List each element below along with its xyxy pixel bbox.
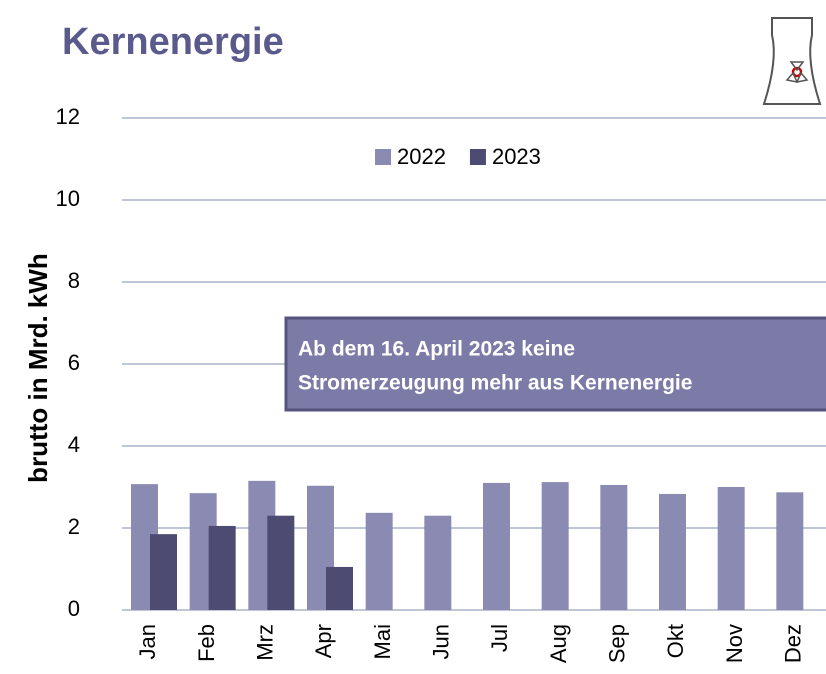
- x-tick-label: Jan: [135, 624, 160, 659]
- y-tick-label: 2: [68, 514, 80, 539]
- y-tick-label: 8: [68, 268, 80, 293]
- y-tick-label: 10: [56, 186, 80, 211]
- y-tick-label: 4: [68, 432, 80, 457]
- legend-swatch: [375, 149, 391, 165]
- bar: [326, 566, 353, 610]
- legend-label: 2022: [397, 144, 446, 169]
- bar: [541, 482, 569, 610]
- annotation-text: Stromerzeugung mehr aus Kernenergie: [298, 372, 692, 395]
- y-tick-label: 6: [68, 350, 80, 375]
- x-tick-label: Apr: [311, 624, 336, 658]
- bar: [424, 515, 452, 610]
- y-tick-label: 0: [68, 596, 80, 621]
- x-tick-label: Feb: [194, 624, 219, 662]
- bar: [776, 492, 804, 610]
- bar: [659, 493, 686, 610]
- x-tick-label: Aug: [546, 624, 571, 663]
- bar: [600, 484, 628, 610]
- bar: [267, 515, 295, 610]
- bar: [150, 534, 177, 610]
- x-tick-label: Jun: [428, 624, 453, 659]
- bar: [483, 482, 510, 610]
- x-tick-label: Nov: [722, 624, 747, 663]
- x-tick-label: Mai: [370, 624, 395, 659]
- bar: [365, 512, 393, 610]
- x-tick-label: Jul: [487, 624, 512, 652]
- annotation-box: [284, 316, 826, 412]
- annotation-text: Ab dem 16. April 2023 keine: [298, 338, 575, 361]
- y-axis-label: brutto in Mrd. kWh: [23, 253, 53, 483]
- x-tick-label: Sep: [604, 624, 629, 663]
- y-tick-label: 12: [56, 104, 80, 129]
- x-tick-label: Dez: [780, 624, 805, 663]
- chart-title: Kernenergie: [62, 21, 284, 63]
- legend-label: 2023: [492, 144, 541, 169]
- legend-swatch: [469, 149, 486, 165]
- bar: [717, 487, 745, 610]
- x-tick-label: Okt: [663, 624, 688, 658]
- x-tick-label: Mrz: [252, 624, 277, 661]
- icon: [762, 17, 822, 105]
- bar: [208, 525, 236, 610]
